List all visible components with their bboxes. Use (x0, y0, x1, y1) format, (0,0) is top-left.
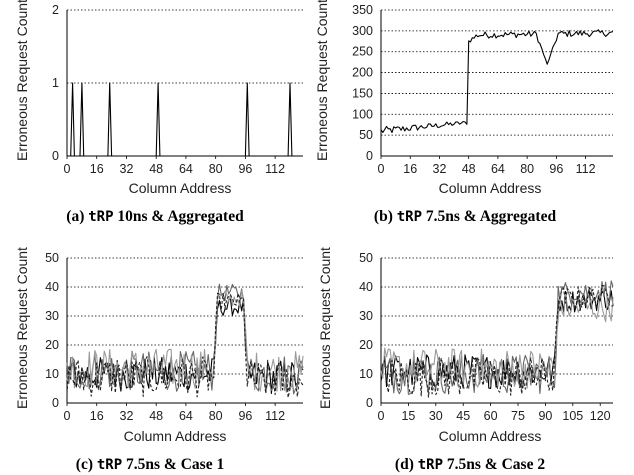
series-line-2 (380, 293, 614, 389)
panel-b-xlabel: Column Address (439, 180, 542, 196)
panel-b-ylabel: Erroneous Request Count (314, 0, 330, 161)
xtick-label-2: 32 (120, 162, 134, 176)
ytick-label-0: 0 (52, 149, 59, 163)
xtick-label-6: 90 (538, 409, 552, 423)
xtick-label-4: 64 (179, 162, 193, 176)
xtick-label-7: 105 (562, 409, 583, 423)
series-line-0 (67, 82, 303, 157)
xtick-label-0: 0 (378, 162, 385, 176)
panel-d: Erroneous Request Count Column Address (… (317, 247, 545, 473)
ytick-label-5: 250 (352, 45, 373, 59)
ytick-label-1: 1 (52, 76, 59, 90)
xtick-label-3: 48 (149, 409, 163, 423)
series-line-0 (380, 29, 614, 134)
ytick-label-3: 30 (359, 309, 373, 323)
panel-d-xlabel: Column Address (439, 428, 542, 444)
series-line-3 (380, 285, 614, 398)
xtick-label-5: 75 (511, 409, 525, 423)
ytick-label-3: 30 (45, 309, 59, 323)
xtick-label-6: 96 (238, 162, 252, 176)
ytick-label-0: 0 (366, 149, 373, 163)
xtick-label-3: 45 (456, 409, 470, 423)
xtick-label-2: 32 (120, 409, 134, 423)
xtick-label-2: 32 (433, 162, 447, 176)
ytick-label-5: 50 (359, 251, 373, 265)
panel-c: Erroneous Request Count Column Address (… (14, 247, 226, 473)
chart-2-plot: 0 10 20 30 40 50 0 16 32 48 64 80 96 112 (45, 251, 304, 423)
xtick-label-5: 80 (520, 162, 534, 176)
xtick-label-0: 0 (64, 162, 71, 176)
xtick-label-1: 16 (90, 162, 104, 176)
ytick-label-7: 350 (352, 3, 373, 17)
xtick-label-0: 0 (378, 409, 385, 423)
chart-1-plot: 0 50 100 150 200 250 300 350 0 16 32 48 64 80 96 112 (352, 3, 614, 176)
panel-d-ylabel: Erroneous Request Count (317, 247, 333, 409)
ytick-label-1: 50 (359, 128, 373, 142)
xtick-label-3: 48 (149, 162, 163, 176)
panel-c-xlabel: Column Address (124, 428, 227, 444)
ytick-label-0: 0 (366, 396, 373, 410)
ytick-label-4: 40 (359, 280, 373, 294)
xtick-label-7: 112 (265, 162, 285, 176)
xtick-label-5: 80 (209, 409, 223, 423)
xtick-label-7: 112 (576, 162, 596, 176)
xtick-label-1: 15 (401, 409, 415, 423)
ytick-label-2: 20 (45, 338, 59, 352)
panel-a-ylabel: Erroneous Request Count (14, 0, 30, 161)
panel-b-caption: (b) tRP 7.5ns & Aggregated (374, 208, 557, 225)
xtick-label-3: 48 (462, 162, 476, 176)
panel-c-ylabel: Erroneous Request Count (14, 247, 30, 409)
xtick-label-7: 112 (265, 409, 285, 423)
xtick-label-1: 16 (403, 162, 417, 176)
panel-a-xlabel: Column Address (129, 180, 232, 196)
ytick-label-5: 50 (45, 251, 59, 265)
ytick-label-2: 100 (352, 107, 373, 121)
chart-3-plot: 0 10 20 30 40 50 0 15 30 45 60 75 90 105 120 (359, 251, 614, 423)
panel-a-caption: (a) tRP 10ns & Aggregated (66, 208, 244, 225)
xtick-label-4: 64 (179, 409, 193, 423)
xtick-label-4: 60 (484, 409, 498, 423)
ytick-label-1: 10 (45, 367, 59, 381)
ytick-label-6: 300 (352, 24, 373, 38)
panel-c-caption: (c) tRP 7.5ns & Case 1 (76, 456, 224, 473)
panel-d-caption: (d) tRP 7.5ns & Case 2 (395, 456, 545, 473)
xtick-label-1: 16 (90, 409, 104, 423)
panel-b: Erroneous Request Count Column Address (… (314, 0, 556, 225)
ytick-label-0: 0 (52, 396, 59, 410)
ytick-label-3: 150 (352, 86, 373, 100)
xtick-label-2: 30 (429, 409, 443, 423)
panel-a: Erroneous Request Count Column Address (… (14, 0, 244, 225)
ytick-label-4: 200 (352, 66, 373, 80)
ytick-label-1: 10 (359, 367, 373, 381)
ytick-label-2: 20 (359, 338, 373, 352)
xtick-label-5: 80 (209, 162, 223, 176)
ytick-label-2: 2 (52, 3, 59, 17)
xtick-label-6: 96 (238, 409, 252, 423)
xtick-label-6: 96 (549, 162, 563, 176)
chart-0-plot: 0 1 2 0 16 32 48 64 80 96 112 (52, 3, 303, 176)
ytick-label-4: 40 (45, 280, 59, 294)
xtick-label-0: 0 (64, 409, 71, 423)
xtick-label-8: 120 (590, 409, 611, 423)
xtick-label-4: 64 (491, 162, 505, 176)
